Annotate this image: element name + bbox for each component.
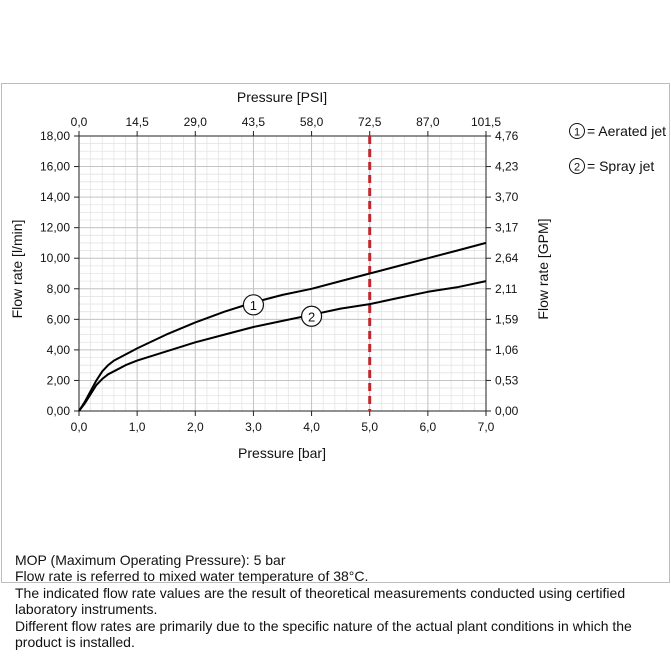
y-axis-title-right: Flow rate [GPM] bbox=[535, 218, 551, 319]
legend-marker-1-number: 1 bbox=[574, 127, 580, 139]
series-line-2 bbox=[78, 280, 487, 412]
x-tick-label: 4,0 bbox=[303, 420, 320, 434]
y-tick-label: 6,00 bbox=[47, 312, 71, 326]
y-right-tick-label: 3,17 bbox=[495, 221, 519, 235]
legend-label-aerated-jet: = Aerated jet bbox=[587, 123, 666, 139]
chart-grid bbox=[78, 135, 487, 412]
legend: 1 = Aerated jet 2 = Spray jet bbox=[569, 123, 666, 174]
curve-marker-1 bbox=[242, 294, 265, 316]
y-right-tick-label: 1,06 bbox=[495, 343, 519, 357]
y-right-tick-label: 4,23 bbox=[495, 160, 519, 174]
y-right-tick-label: 4,76 bbox=[495, 129, 519, 143]
y-tick-label: 10,00 bbox=[40, 251, 70, 265]
x-tick-label: 6,0 bbox=[420, 420, 437, 434]
y-tick-label: 18,00 bbox=[40, 129, 70, 143]
y-right-tick-label: 2,64 bbox=[495, 251, 519, 265]
x-axis-title-top: Pressure [PSI] bbox=[237, 89, 327, 105]
curve-marker-2 bbox=[300, 305, 323, 327]
note-measurements: The indicated flow rate values are the r… bbox=[15, 584, 626, 618]
x-tick-label: 7,0 bbox=[478, 420, 495, 434]
y-tick-label: 2,00 bbox=[47, 373, 71, 387]
x-tick-label: 3,0 bbox=[245, 420, 262, 434]
y-tick-label: 4,00 bbox=[47, 343, 71, 357]
x-top-tick-label: 87,0 bbox=[416, 115, 440, 129]
x-top-tick-label: 101,5 bbox=[471, 115, 501, 129]
x-tick-label: 5,0 bbox=[361, 420, 378, 434]
notes-block: MOP (Maximum Operating Pressure): 5 bar … bbox=[15, 552, 671, 650]
y-right-tick-label: 2,11 bbox=[495, 282, 518, 296]
y-tick-label: 0,00 bbox=[47, 404, 71, 418]
y-right-tick-label: 3,70 bbox=[495, 190, 519, 204]
curve-markers: 12 bbox=[242, 294, 323, 327]
x-top-tick-label: 58,0 bbox=[300, 115, 324, 129]
y-right-tick-label: 0,53 bbox=[495, 373, 519, 387]
note-temperature: Flow rate is referred to mixed water tem… bbox=[15, 568, 369, 585]
chart-axes bbox=[78, 135, 487, 412]
series-line-1 bbox=[78, 241, 487, 412]
x-tick-label: 1,0 bbox=[129, 420, 146, 434]
y-right-tick-label: 0,00 bbox=[495, 404, 519, 418]
note-mop: MOP (Maximum Operating Pressure): 5 bar bbox=[15, 552, 286, 568]
x-tick-label: 0,0 bbox=[71, 420, 88, 434]
note-plant-conditions: Different flow rates are primarily due t… bbox=[15, 617, 632, 651]
curve-marker-2-number: 2 bbox=[308, 309, 315, 324]
y-right-tick-label: 1,59 bbox=[495, 312, 519, 326]
y-tick-label: 14,00 bbox=[40, 190, 70, 204]
y-tick-label: 12,00 bbox=[40, 221, 70, 235]
flow-rate-chart: 0,0 1,0 2,0 3,0 4,0 5,0 6,0 7,0 0,0 14,5 29,0 43,5 5… bbox=[9, 89, 666, 461]
legend-marker-2-number: 2 bbox=[574, 162, 580, 174]
x-top-tick-label: 14,5 bbox=[125, 115, 149, 129]
x-axis-title-bottom: Pressure [bar] bbox=[238, 445, 326, 461]
legend-label-spray-jet: = Spray jet bbox=[587, 158, 654, 174]
chart-frame: 0,0 1,0 2,0 3,0 4,0 5,0 6,0 7,0 0,0 14,5 29,0 43,5 5… bbox=[1, 83, 670, 650]
legend-marker-2 bbox=[569, 158, 585, 174]
curve-marker-1-number: 1 bbox=[250, 298, 257, 313]
chart-series bbox=[78, 136, 487, 412]
y-tick-label: 16,00 bbox=[40, 160, 70, 174]
x-tick-label: 2,0 bbox=[187, 420, 204, 434]
chart-ticks: 0,0 1,0 2,0 3,0 4,0 5,0 6,0 7,0 0,0 14,5 29,0 43,5 5… bbox=[40, 115, 519, 434]
legend-marker-1 bbox=[569, 123, 585, 139]
y-axis-title-left: Flow rate [l/min] bbox=[9, 220, 25, 319]
x-top-tick-label: 29,0 bbox=[184, 115, 208, 129]
x-top-tick-label: 0,0 bbox=[71, 115, 88, 129]
x-top-tick-label: 72,5 bbox=[358, 115, 382, 129]
x-top-tick-label: 43,5 bbox=[242, 115, 266, 129]
y-tick-label: 8,00 bbox=[47, 282, 71, 296]
